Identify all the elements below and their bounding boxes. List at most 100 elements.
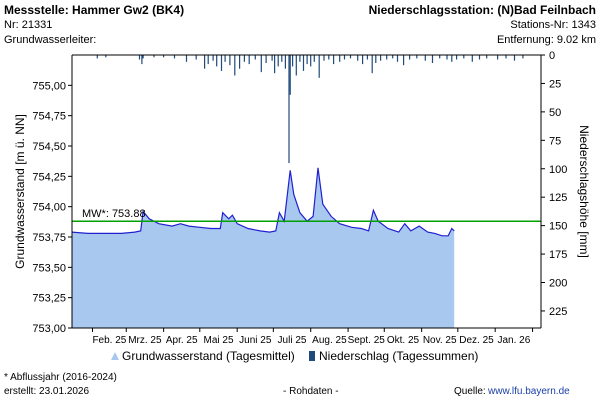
precipitation-bar	[451, 55, 453, 62]
y-tick-label: 754,50	[32, 141, 66, 153]
groundwater-area	[72, 167, 455, 328]
precipitation-bar	[333, 55, 335, 65]
y-tick-label: 753,50	[32, 262, 66, 274]
precipitation-bar	[497, 55, 499, 60]
x-tick-label: Juni 25	[239, 335, 272, 346]
raw-data-label: - Rohdaten -	[283, 386, 339, 397]
axis-labels: 753,00 753,25 753,50 753,75 754,00 754,25 754,…	[13, 50, 591, 346]
x-tick-label: Jan. 26	[497, 335, 530, 346]
precipitation-bar	[439, 55, 441, 59]
x-tick-label: Mai 25	[203, 335, 233, 346]
footnote: * Abflussjahr (2016-2024)	[4, 372, 117, 383]
aquifer-label: Grundwasserleiter:	[4, 34, 97, 46]
y2-tick-label: 50	[549, 107, 561, 119]
precipitation-bar	[302, 55, 305, 71]
y2-tick-label: 25	[549, 78, 561, 90]
x-tick-label: Nov. 25	[423, 335, 457, 346]
y-tick-label: 753,75	[32, 232, 66, 244]
precipitation-bar	[195, 55, 197, 60]
x-tick-label: Mrz. 25	[128, 335, 162, 346]
groundwater-series	[71, 167, 455, 328]
precipitation-bar	[306, 55, 308, 65]
mean-water-line: MW*: 753.88	[72, 208, 541, 222]
precipitation-bar	[234, 55, 236, 76]
precipitation-bar	[478, 55, 481, 60]
precipitation-series	[96, 55, 524, 164]
precipitation-bar	[216, 55, 218, 67]
precipitation-bar	[375, 55, 377, 63]
precipitation-bar	[392, 55, 394, 59]
y2-tick-label: 75	[549, 135, 561, 147]
precipitation-bar	[105, 55, 107, 58]
precipitation-bar	[446, 55, 448, 60]
source-label: Quelle:	[454, 386, 486, 397]
x-tick-label: Feb. 25	[92, 335, 126, 346]
y2-tick-label: 175	[549, 249, 567, 261]
precipitation-bar	[349, 55, 352, 59]
precipitation-bar	[163, 55, 165, 58]
y-axis-title: Grundwasserstand [m ü. NN]	[13, 114, 27, 269]
precipitation-bar	[288, 55, 290, 164]
precipitation-bar	[318, 55, 320, 78]
y2-tick-label: 225	[549, 306, 567, 318]
precipitation-bar	[284, 55, 286, 69]
station-title: Messstelle: Hammer Gw2 (BK4)	[4, 3, 185, 17]
precipitation-legend-label: Niederschlag (Tagessummen)	[319, 349, 479, 363]
precipitation-bar	[310, 55, 312, 67]
precipitation-bar	[343, 55, 346, 60]
precipitation-bar	[357, 55, 359, 61]
precipitation-bar	[339, 55, 341, 62]
precipitation-bar	[295, 55, 297, 76]
x-tick-label: Sept. 25	[348, 335, 386, 346]
precip-station-number: Stations-Nr: 1343	[510, 19, 596, 31]
precipitation-bar	[386, 55, 388, 60]
created-date: erstellt: 23.01.2026	[4, 386, 90, 397]
precipitation-bar	[248, 55, 250, 65]
x-tick-label: Dez. 25	[459, 335, 494, 346]
precipitation-bar	[185, 55, 188, 62]
y-tick-label: 754,00	[32, 202, 66, 214]
precipitation-bar	[207, 55, 209, 65]
precipitation-bar	[141, 55, 143, 65]
y2-tick-label: 150	[549, 221, 567, 233]
station-number: Nr: 21331	[4, 19, 53, 31]
precipitation-bar	[220, 55, 223, 71]
precipitation-bar	[431, 55, 434, 63]
precipitation-bar	[424, 55, 426, 61]
groundwater-legend-label: Grundwasserstand (Tagesmittel)	[122, 349, 295, 363]
y-tick-label: 753,00	[32, 323, 66, 335]
precipitation-bar	[254, 55, 256, 60]
precipitation-bar	[366, 55, 368, 60]
precipitation-bar	[138, 55, 141, 60]
precipitation-bar	[299, 55, 301, 62]
y-tick-label: 755,00	[32, 80, 66, 92]
precipitation-bar	[265, 55, 267, 63]
source-link-text[interactable]: www.lfu.bayern.de	[488, 386, 570, 397]
precipitation-legend-icon	[309, 351, 315, 361]
precipitation-bar	[380, 55, 382, 61]
precipitation-bar	[274, 55, 276, 74]
precipitation-bar	[292, 55, 294, 67]
source-link[interactable]: www.lfu.bayern.de	[488, 385, 570, 398]
y-tick-label: 754,75	[32, 111, 66, 123]
axes	[68, 54, 545, 332]
precipitation-bar	[289, 55, 291, 95]
precipitation-bar	[224, 55, 226, 62]
distance-label: Entfernung: 9.02 km	[496, 34, 596, 46]
precipitation-bar	[328, 55, 330, 60]
y-tick-label: 754,25	[32, 171, 66, 183]
y2-tick-label: 0	[549, 50, 555, 62]
x-tick-label: Okt. 25	[387, 335, 420, 346]
precipitation-bar	[403, 55, 405, 66]
precipitation-bar	[212, 55, 214, 61]
y2-axis-title: Niederschlagshöhe [mm]	[577, 125, 591, 258]
x-tick-label: Aug. 25	[312, 335, 347, 346]
precipitation-bar	[396, 55, 399, 62]
precipitation-bar	[173, 55, 176, 59]
groundwater-legend-icon	[111, 352, 119, 360]
precipitation-bar	[153, 55, 155, 58]
precipitation-bar	[486, 55, 488, 59]
precipitation-bar	[239, 55, 241, 69]
precipitation-bar	[313, 55, 315, 62]
